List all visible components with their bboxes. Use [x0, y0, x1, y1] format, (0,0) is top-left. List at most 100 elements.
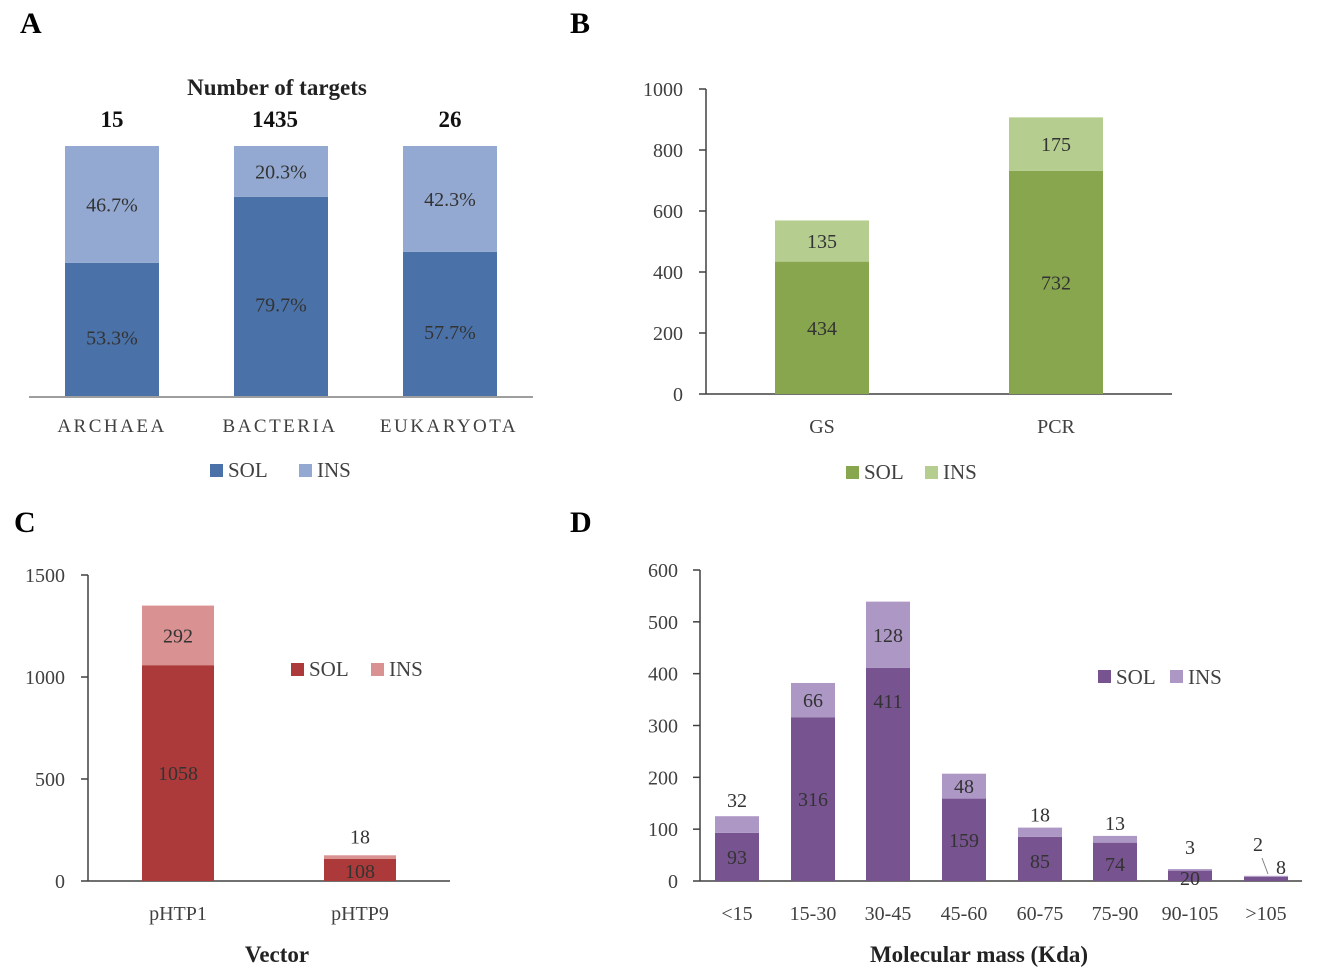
- panel-b-y-tick-label: 200: [653, 323, 683, 345]
- panel-b-y-tick-label: 0: [673, 384, 683, 406]
- panel-c-category-phtp1: pHTP1: [149, 903, 207, 925]
- panel-d-leader-line: [1261, 857, 1269, 875]
- panel-a-bar-ins-bacteria: [234, 146, 328, 197]
- panel-a-label-ins-bacteria: 20.3%: [255, 161, 307, 183]
- panel-d-label-ins-15-30: 66: [803, 690, 823, 712]
- panel-d-bar-ins-15-30: [791, 682, 835, 718]
- panel-d-category-15: <15: [721, 903, 752, 925]
- panel-a-bar-ins-archaea: [65, 146, 159, 263]
- panel-b-category-pcr: PCR: [1037, 416, 1075, 438]
- panel-d-legend-ins: INS: [1188, 665, 1222, 689]
- panel-d-bar-ins-15: [715, 816, 759, 833]
- panel-b-legend-ins: INS: [943, 460, 977, 484]
- panel-b-bar-ins-gs: [775, 220, 869, 262]
- panel-d-label-ins-75-90: 13: [1105, 813, 1125, 835]
- panel-a-legend-sol-swatch: [210, 464, 223, 477]
- panel-a-total-eukaryota: 26: [439, 107, 462, 132]
- panel-label-a: A: [20, 7, 42, 40]
- panel-d-y-tick-label: 200: [648, 767, 678, 789]
- panel-c-legend-ins: INS: [389, 657, 423, 681]
- panel-b-legend-sol-swatch: [846, 466, 859, 479]
- panel-label-d: D: [570, 506, 592, 539]
- panel-d-category-60-75: 60-75: [1017, 903, 1064, 925]
- panel-a-bar-sol-eukaryota: [403, 251, 497, 396]
- panel-a-chart: Number of targets 15 1435 26 53.3% 46.7% 7…: [29, 75, 533, 482]
- panel-b-chart: 0 200 400 600 800 1000 434 135 732 175 GS PCR SO…: [643, 79, 1172, 484]
- panel-c-label-ins-phtp9: 18: [350, 826, 370, 848]
- panel-c-chart: 0 500 1000 1500 1058 292 108 18 pHTP1 pHTP9 Ve…: [25, 565, 450, 967]
- panel-a-title: Number of targets: [187, 75, 367, 100]
- panel-c-legend-sol: SOL: [309, 657, 349, 681]
- panel-d-label-sol-15-30: 316: [798, 789, 828, 811]
- panel-b-bar-ins-pcr: [1009, 117, 1103, 171]
- panel-a-label-ins-archaea: 46.7%: [86, 194, 138, 216]
- panel-c-bar-sol-phtp1: [142, 665, 214, 881]
- panel-b-bar-sol-gs: [775, 261, 869, 394]
- panel-d-category-105: >105: [1245, 903, 1286, 925]
- panel-a-legend-sol: SOL: [228, 458, 268, 482]
- panel-d-label-sol-75-90: 74: [1105, 854, 1125, 876]
- panel-d-bar-sol-45-60: [942, 798, 986, 881]
- panel-d-bar-ins-90-105: [1168, 869, 1212, 871]
- panel-b-legend-ins-swatch: [925, 466, 938, 479]
- panel-d-bar-ins-105: [1244, 875, 1288, 877]
- panel-b-bar-sol-pcr: [1009, 170, 1103, 394]
- panel-d-bar-sol-60-75: [1018, 836, 1062, 881]
- panel-d-label-sol-30-45: 411: [873, 691, 902, 713]
- panel-d-bar-ins-30-45: [866, 601, 910, 668]
- panel-d-category-45-60: 45-60: [941, 903, 988, 925]
- panel-c-category-phtp9: pHTP9: [331, 903, 389, 925]
- panel-c-legend-sol-swatch: [291, 663, 304, 676]
- panel-b-y-tick-label: 600: [653, 201, 683, 223]
- panel-d-label-ins-60-75: 18: [1030, 805, 1050, 827]
- panel-d-category-90-105: 90-105: [1162, 903, 1219, 925]
- panel-b-y-tick-label: 1000: [643, 79, 683, 101]
- panel-d-x-axis-title: Molecular mass (Kda): [870, 942, 1088, 967]
- panel-a-category-bacteria: BACTERIA: [223, 416, 338, 437]
- panel-d-y-tick-label: 400: [648, 664, 678, 686]
- panel-b-legend-sol: SOL: [864, 460, 904, 484]
- panel-a-bar-ins-eukaryota: [403, 146, 497, 252]
- panel-d-label-sol-60-75: 85: [1030, 851, 1050, 873]
- panel-a-bar-sol-archaea: [65, 262, 159, 396]
- panel-c-y-tick-label: 1500: [25, 565, 65, 587]
- panel-c-x-axis-title: Vector: [245, 942, 309, 967]
- panel-d-y-tick-label: 100: [648, 819, 678, 841]
- panel-d-label-sol-105: 8: [1276, 857, 1286, 879]
- panel-d-label-sol-90-105: 20: [1180, 868, 1200, 890]
- panel-d-category-75-90: 75-90: [1092, 903, 1139, 925]
- panel-d-bar-sol-30-45: [866, 667, 910, 881]
- panel-d-y-tick-label: 500: [648, 612, 678, 634]
- panel-a-label-sol-archaea: 53.3%: [86, 327, 138, 349]
- panel-a-label-sol-bacteria: 79.7%: [255, 294, 307, 316]
- panel-d-y-tick-label: 600: [648, 560, 678, 582]
- panel-a-bar-sol-bacteria: [234, 196, 328, 396]
- panel-b-label-ins-pcr: 175: [1041, 134, 1071, 156]
- panel-d-label-sol-45-60: 159: [949, 830, 979, 852]
- panel-d-label-ins-90-105: 3: [1185, 837, 1195, 859]
- panel-d-y-tick-label: 0: [668, 871, 678, 893]
- panel-d-bar-sol-90-105: [1168, 870, 1212, 881]
- panel-c-label-sol-phtp9: 108: [345, 861, 375, 883]
- panel-label-b: B: [570, 7, 590, 40]
- panel-a-label-ins-eukaryota: 42.3%: [424, 189, 476, 211]
- panel-d-category-15-30: 15-30: [790, 903, 837, 925]
- panel-d-category-30-45: 30-45: [865, 903, 912, 925]
- panel-a-legend-ins: INS: [317, 458, 351, 482]
- panel-d-legend-ins-swatch: [1170, 670, 1183, 683]
- panel-b-y-tick-label: 800: [653, 140, 683, 162]
- panel-d-bar-sol-15: [715, 832, 759, 881]
- panel-a-category-eukaryota: EUKARYOTA: [380, 416, 518, 437]
- panel-d-bar-ins-45-60: [942, 773, 986, 799]
- panel-b-label-ins-gs: 135: [807, 231, 837, 253]
- panel-c-bar-ins-phtp9: [324, 855, 396, 859]
- panel-c-y-tick-label: 500: [35, 769, 65, 791]
- panel-a-legend-ins-swatch: [299, 464, 312, 477]
- panel-c-y-tick-label: 0: [55, 871, 65, 893]
- panel-a-label-sol-eukaryota: 57.7%: [424, 322, 476, 344]
- panel-c-label-ins-phtp1: 292: [163, 625, 193, 647]
- panel-d-label-sol-15: 93: [727, 847, 747, 869]
- panel-d-legend-sol: SOL: [1116, 665, 1156, 689]
- panel-d-label-ins-45-60: 48: [954, 776, 974, 798]
